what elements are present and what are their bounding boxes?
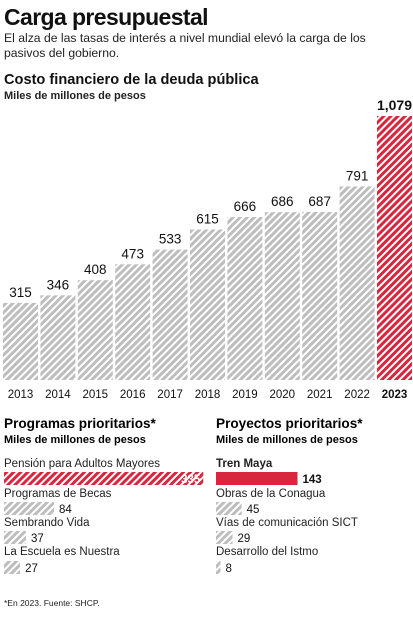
programs-chart-title: Programas prioritarios* [4,416,157,431]
value-label-2013: 315 [9,285,32,300]
hbar-1-3 [4,561,21,574]
hbar-label-2-2: Vías de comunicación SICT [216,517,358,529]
bar-2014 [40,295,76,380]
hbar-value-2-0: 143 [303,474,322,486]
bar-2022 [339,186,375,380]
value-label-2018: 615 [196,212,219,227]
hbar-2-3 [216,561,221,574]
tick-label-2020: 2020 [270,389,296,401]
bar-2016 [115,264,151,380]
projects-chart-title: Proyectos prioritarios* [216,416,363,431]
main-chart-unit: Miles de millones de pesos [4,90,146,102]
tick-label-2019: 2019 [232,389,258,401]
value-label-2019: 666 [234,199,257,214]
tick-label-2013: 2013 [8,389,34,401]
programs-chart-unit: Miles de millones de pesos [4,434,146,446]
hbar-value-1-3: 27 [25,563,38,575]
hbar-1-2 [4,531,27,544]
bar-2018 [190,229,225,380]
value-label-2014: 346 [47,277,70,292]
hbar-value-2-1: 45 [247,504,260,516]
tick-label-2023: 2023 [382,389,408,401]
bar-2015 [77,280,113,380]
programs-bar-group: Pensión para Adultos Mayores 335 Programas… [4,458,204,575]
hbar-2-1 [216,502,242,515]
projects-chart-unit: Miles de millones de pesos [216,434,358,446]
hbar-label-2-1: Obras de la Conagua [216,488,326,500]
hbar-value-2-3: 8 [226,563,232,575]
bar-2019 [227,217,263,380]
value-label-2023: 1,079 [377,97,412,113]
bar-2020 [264,212,300,380]
tick-label-2022: 2022 [344,389,370,401]
main-chart-title: Costo financiero de la deuda pública [4,72,259,88]
hbar-value-1-0: 335 [181,474,201,486]
value-label-2015: 408 [84,262,107,277]
tick-label-2016: 2016 [120,389,146,401]
hbar-label-1-1: Programas de Becas [4,488,112,500]
hbar-value-1-1: 84 [59,504,72,516]
tick-label-2021: 2021 [307,389,333,401]
source-note: *En 2023. Fuente: SHCP. [4,598,100,608]
hbar-label-1-2: Sembrando Vida [4,517,90,529]
page-title: Carga presupuestal [4,4,209,30]
bar-2013 [3,302,38,380]
tick-label-2014: 2014 [45,389,71,401]
tick-label-2015: 2015 [83,389,109,401]
hbar-label-1-0: Pensión para Adultos Mayores [4,458,160,470]
hbar-label-1-3: La Escuela es Nuestra [4,546,120,558]
main-bar-group: 315 2013 346 2014 408 2015 473 2016 533 2017 615 20… [3,97,412,401]
lower-charts-group: Programas prioritarios* Miles de millone… [4,416,363,575]
bar-2017 [152,249,188,380]
hbar-label-2-3: Desarrollo del Istmo [216,546,318,558]
page-subtitle: El alza de las tasas de interés a nivel … [4,31,366,60]
tick-label-2018: 2018 [195,389,221,401]
value-label-2017: 533 [159,232,182,247]
value-label-2022: 791 [346,168,369,183]
value-label-2016: 473 [121,246,144,261]
hbar-value-2-2: 29 [238,533,251,545]
tick-label-2017: 2017 [157,389,183,401]
value-label-2021: 687 [308,194,331,209]
bar-2021 [302,211,338,380]
hbar-label-2-0: Tren Maya [216,458,273,470]
value-label-2020: 686 [271,194,294,209]
hbar-value-1-2: 37 [31,533,44,545]
hbar-1-1 [4,502,54,515]
bar-2023 [377,116,412,380]
hbar-1-0 [4,472,204,485]
hbar-2-0 [216,472,298,485]
hbar-2-2 [216,531,233,544]
